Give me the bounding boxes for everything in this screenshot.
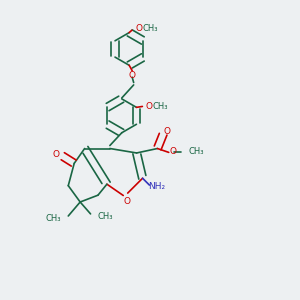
Text: CH₃: CH₃ [189,147,204,156]
Text: O: O [52,150,59,159]
Text: CH₃: CH₃ [45,214,61,224]
Text: O: O [146,102,153,111]
Text: O: O [164,127,170,136]
Text: O: O [170,147,177,156]
Text: CH₃: CH₃ [152,102,168,111]
Text: NH₂: NH₂ [148,182,165,191]
Text: O: O [123,197,130,206]
Text: CH₃: CH₃ [98,212,113,221]
Text: CH₃: CH₃ [143,24,158,33]
Text: O: O [136,24,143,33]
Text: O: O [129,70,136,80]
